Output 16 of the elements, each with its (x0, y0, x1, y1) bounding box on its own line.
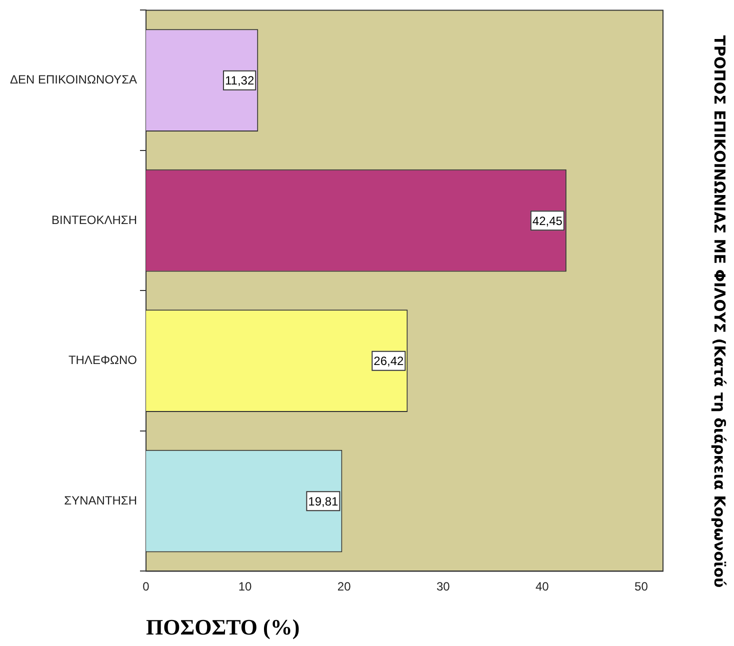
x-axis-title: ΠΟΣΟΣΤΟ (%) (146, 614, 300, 640)
y-tick-label: ΣΥΝΑΝΤΗΣΗ (64, 493, 137, 508)
y-axis-title: ΤΡΟΠΟΣ ΕΠΙΚΟΙΝΩΝΙΑΣ ΜΕ ΦΙΛΟΥΣ (Κατά τη διάρκεια Κορωνοϊού (710, 35, 729, 588)
x-tick-label: 10 (238, 580, 252, 594)
x-tick-label: 0 (142, 580, 150, 594)
data-label: 26,42 (374, 354, 404, 368)
y-tick-label: ΒΙΝΤΕΟΚΛΗΣΗ (52, 212, 137, 227)
data-label: 11,32 (224, 74, 254, 88)
x-tick-label: 30 (436, 580, 450, 594)
data-label: 19,81 (308, 494, 339, 508)
y-tick-label: ΔΕΝ ΕΠΙΚΟΙΝΩΝΟΥΣΑ (10, 72, 137, 87)
data-label: 42,45 (532, 214, 563, 228)
x-tick-label: 50 (634, 580, 648, 594)
y-tick-label: ΤΗΛΕΦΩΝΟ (68, 353, 137, 368)
x-tick-label: 20 (337, 580, 352, 594)
x-tick-label: 40 (535, 580, 550, 594)
